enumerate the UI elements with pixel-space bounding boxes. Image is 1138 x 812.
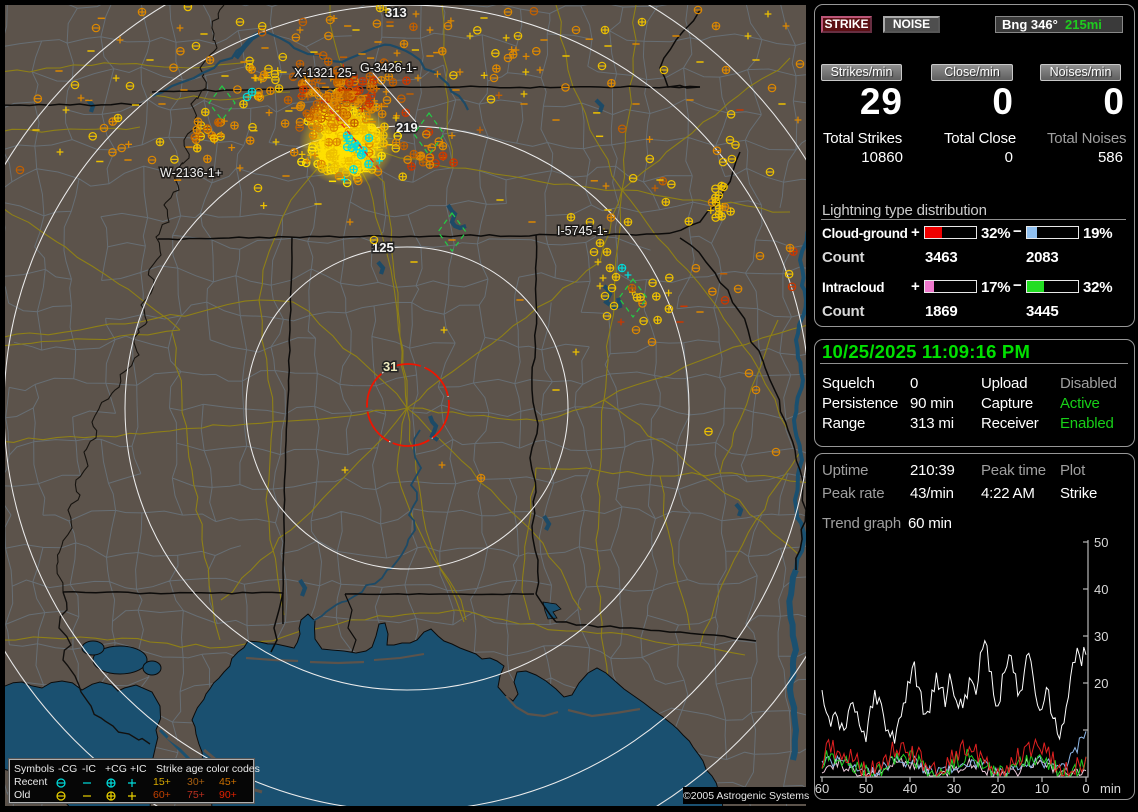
svg-text:10: 10 bbox=[1035, 781, 1049, 796]
svg-text:20: 20 bbox=[991, 781, 1005, 796]
svg-text:G-3426-1-: G-3426-1- bbox=[360, 61, 417, 75]
svg-text:40: 40 bbox=[903, 781, 917, 796]
svg-text:0: 0 bbox=[1082, 781, 1089, 796]
svg-text:I-5745-1-: I-5745-1- bbox=[557, 224, 608, 238]
svg-text:30: 30 bbox=[947, 781, 961, 796]
svg-text:30: 30 bbox=[1094, 629, 1108, 644]
svg-text:313: 313 bbox=[385, 5, 407, 20]
svg-text:X-1321 25-: X-1321 25- bbox=[294, 66, 356, 80]
svg-text:min: min bbox=[1100, 781, 1121, 796]
svg-text:125: 125 bbox=[372, 240, 394, 255]
svg-text:31: 31 bbox=[383, 359, 397, 374]
svg-text:50: 50 bbox=[1094, 535, 1108, 550]
svg-text:W-2136-1+: W-2136-1+ bbox=[160, 166, 222, 180]
svg-text:40: 40 bbox=[1094, 582, 1108, 597]
svg-text:50: 50 bbox=[859, 781, 873, 796]
svg-text:20: 20 bbox=[1094, 676, 1108, 691]
svg-text:219: 219 bbox=[396, 120, 418, 135]
svg-text:60: 60 bbox=[815, 781, 829, 796]
